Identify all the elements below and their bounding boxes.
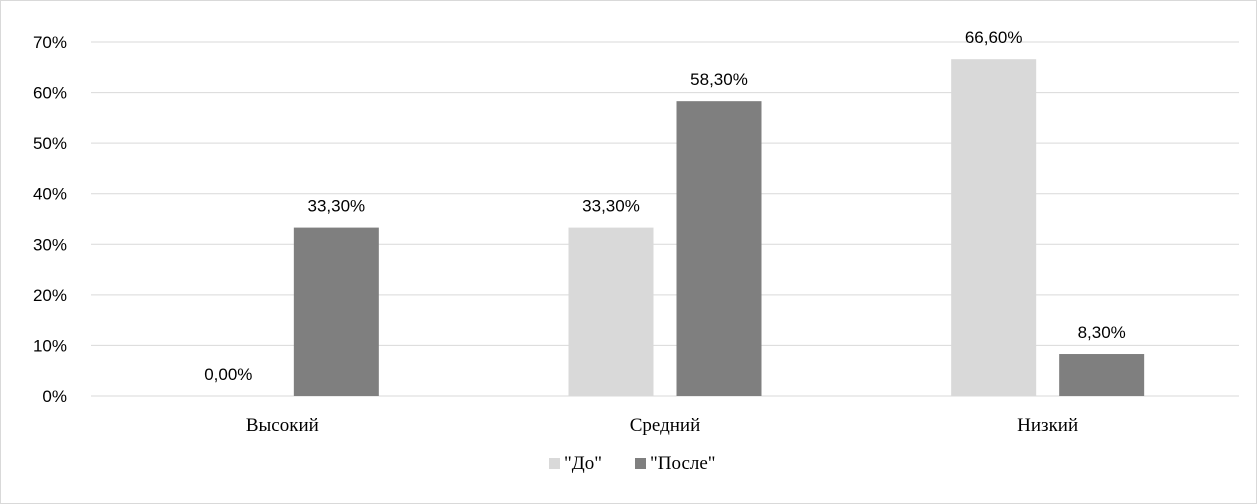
data-label: 8,30% [1078,323,1126,342]
y-tick-label: 60% [33,84,67,103]
bar-posle-1 [676,101,762,396]
legend-label: "После" [650,453,716,474]
data-labels: 0,00% 33,30% 33,30% 58,30% 66,60% 8,30% [204,28,1126,384]
data-label: 0,00% [204,365,252,384]
bar-posle-0 [293,227,379,396]
category-label: Средний [630,415,701,436]
bar-posle-2 [1059,354,1145,396]
y-tick-label: 20% [33,286,67,305]
gridlines [91,41,1239,397]
bars [293,59,1145,397]
category-label: Высокий [246,415,319,436]
y-tick-label: 40% [33,185,67,204]
bar-do-1 [568,227,654,396]
y-axis-tick-labels: 0% 10% 20% 30% 40% 50% 60% 70% [33,33,67,406]
y-tick-label: 50% [33,134,67,153]
y-tick-label: 0% [42,387,67,406]
y-tick-label: 30% [33,235,67,254]
data-label: 58,30% [690,70,748,89]
category-label: Низкий [1017,415,1078,436]
legend-swatch [549,458,560,469]
legend-swatch [635,458,646,469]
data-label: 33,30% [582,197,640,216]
legend: "До" "После" [549,453,716,474]
data-label: 33,30% [307,197,365,216]
legend-label: "До" [564,453,602,474]
bar-do-2 [951,59,1037,397]
y-tick-label: 10% [33,336,67,355]
y-tick-label: 70% [33,33,67,52]
x-axis-category-labels: Высокий Средний Низкий [246,415,1078,436]
data-label: 66,60% [965,28,1023,47]
